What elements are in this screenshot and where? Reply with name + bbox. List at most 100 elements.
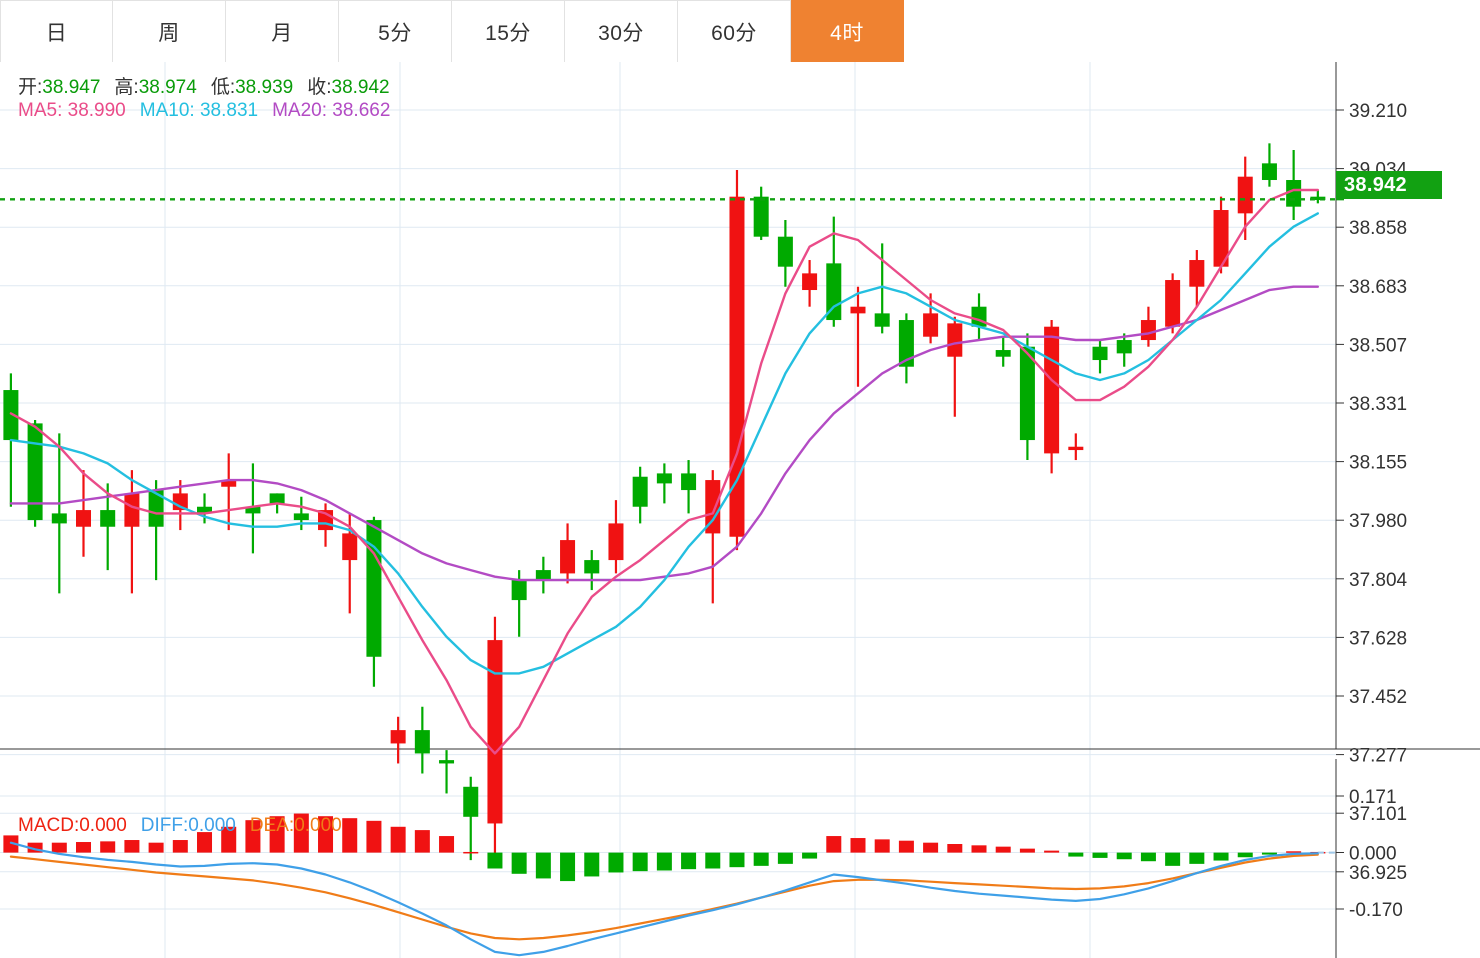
macd-histogram-bar — [729, 852, 745, 868]
macd-histogram-bar — [318, 816, 334, 853]
candle-body — [923, 313, 939, 337]
timeframe-tab-label: 日 — [45, 21, 68, 45]
macd-histogram-bar — [511, 852, 527, 874]
macd-histogram-bar — [947, 844, 963, 853]
candle-body — [51, 513, 67, 524]
macd-histogram-bar — [172, 840, 188, 853]
chart-canvas-area[interactable]: 39.21039.03438.85838.68338.50738.33138.1… — [0, 62, 1480, 958]
macd-tick-label: 0.171 — [1349, 787, 1397, 808]
macd-histogram-bar — [439, 836, 455, 853]
candle-body — [681, 473, 697, 491]
price-axis: 39.21039.03438.85838.68338.50738.33138.1… — [1336, 101, 1408, 884]
macd-histogram-bar — [1237, 852, 1253, 858]
timeframe-tab-label: 15分 — [485, 21, 531, 45]
timeframe-tab-3[interactable]: 5分 — [339, 0, 452, 62]
price-tick-label: 37.980 — [1349, 511, 1407, 532]
macd-histogram-bar — [1261, 852, 1277, 855]
price-tick-label: 37.277 — [1349, 746, 1407, 767]
candle-body — [148, 490, 164, 527]
timeframe-tab-label: 月 — [271, 21, 293, 45]
price-tick-label: 37.804 — [1349, 570, 1408, 591]
macd-histogram-bar — [802, 852, 818, 859]
macd-tick-label: 0.000 — [1349, 844, 1397, 865]
macd-histogram-bar — [1189, 852, 1205, 864]
candle-body — [898, 320, 914, 367]
macd-histogram-bar — [874, 839, 890, 853]
candle-body — [1140, 320, 1156, 341]
dea-line — [9, 853, 1319, 941]
candle-body — [1165, 280, 1181, 327]
macd-histogram-bar — [1286, 851, 1302, 853]
macd-histogram-bar — [1213, 852, 1229, 861]
candle-body — [1092, 346, 1108, 361]
macd-histogram-bar — [51, 842, 67, 853]
timeframe-tab-label: 60分 — [711, 21, 757, 45]
macd-histogram-bar — [681, 852, 697, 870]
candle-body — [269, 493, 285, 504]
price-tick-label: 38.683 — [1349, 277, 1407, 298]
macd-histogram-bar — [753, 852, 769, 866]
macd-histogram-bar — [1140, 852, 1156, 862]
timeframe-tab-5[interactable]: 30分 — [565, 0, 678, 62]
candle-body — [656, 473, 672, 484]
macd-histogram-bar — [197, 832, 213, 853]
macd-histogram-bar — [826, 836, 842, 853]
chart-gridlines — [0, 62, 1336, 958]
candle-body — [632, 476, 648, 507]
candle-body — [197, 506, 213, 514]
macd-histogram-bar — [148, 842, 164, 853]
candle-body — [947, 323, 963, 357]
candlestick-series — [3, 143, 1326, 861]
macd-tick-label: -0.341 — [1349, 957, 1403, 958]
timeframe-tab-2[interactable]: 月 — [226, 0, 339, 62]
macd-axis: 0.171 0.000 -0.170 -0.341 — [1336, 787, 1403, 958]
candle-body — [850, 306, 866, 314]
candle-body — [221, 480, 237, 487]
macd-histogram-bar — [487, 852, 503, 869]
current-price-text: 38.942 — [1344, 173, 1407, 196]
timeframe-tab-6[interactable]: 60分 — [678, 0, 791, 62]
macd-histogram-bar — [390, 826, 406, 853]
macd-histogram-bar — [245, 820, 261, 853]
macd-tick-label: -0.170 — [1349, 900, 1403, 921]
ma10-line — [9, 212, 1319, 675]
timeframe-tab-7[interactable]: 4时 — [791, 0, 904, 62]
macd-histogram-bar — [656, 852, 672, 871]
candle-body — [75, 510, 92, 527]
macd-histogram-bar — [3, 835, 19, 853]
price-tick-label: 38.858 — [1349, 218, 1407, 239]
timeframe-tab-4[interactable]: 15分 — [452, 0, 565, 62]
timeframe-tab-label: 5分 — [378, 21, 412, 45]
macd-histogram-bar — [777, 852, 793, 864]
macd-histogram-bar — [995, 846, 1011, 853]
candle-body — [1237, 176, 1253, 214]
price-tick-label: 39.210 — [1349, 101, 1407, 122]
macd-histogram-bar — [1044, 850, 1060, 853]
timeframe-tab-0[interactable]: 日 — [0, 0, 113, 62]
macd-histogram-bar — [75, 842, 92, 853]
timeframe-tab-1[interactable]: 周 — [113, 0, 226, 62]
candle-body — [439, 760, 455, 764]
moving-average-series — [9, 188, 1319, 755]
price-tick-label: 37.101 — [1349, 804, 1407, 825]
macd-histogram-bar — [971, 845, 987, 853]
price-and-macd-chart[interactable]: 39.21039.03438.85838.68338.50738.33138.1… — [0, 62, 1480, 958]
macd-histogram-bar — [560, 852, 576, 882]
candle-body — [414, 730, 430, 754]
price-tick-label: 37.628 — [1349, 628, 1407, 649]
current-price-badge: 38.942 — [1336, 171, 1442, 199]
tabbar-filler — [904, 0, 1480, 62]
candle-body — [124, 493, 140, 527]
macd-histogram-bar — [414, 830, 430, 853]
candle-body — [1019, 346, 1035, 441]
macd-histogram-bar — [269, 816, 285, 853]
macd-histogram-bar — [100, 841, 116, 853]
macd-lines — [9, 841, 1319, 957]
candle-body — [1213, 210, 1229, 267]
candle-body — [971, 306, 987, 327]
macd-histogram-bar — [366, 820, 382, 853]
candle-body — [1261, 163, 1277, 181]
candle-body — [342, 533, 358, 561]
candle-body — [27, 423, 43, 521]
macd-histogram — [3, 813, 1326, 882]
